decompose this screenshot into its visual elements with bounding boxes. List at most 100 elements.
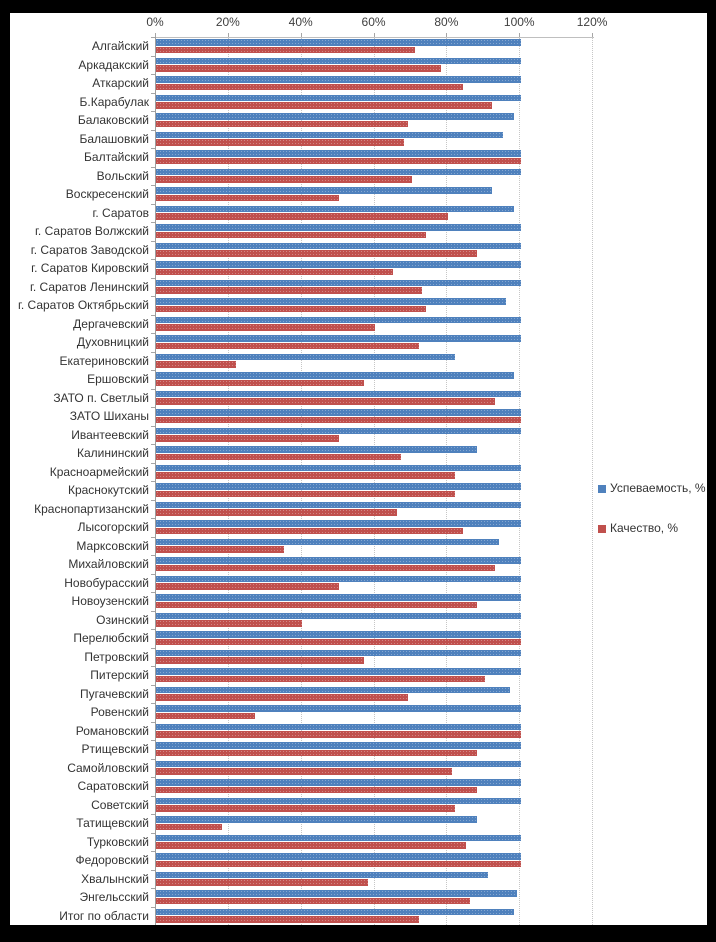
bar-success (156, 575, 521, 583)
bar-quality (156, 46, 416, 54)
category-row: Балтайский (84, 148, 625, 167)
bar-success (156, 853, 521, 860)
bar-success (156, 649, 521, 657)
axis-tick (300, 33, 302, 37)
bar-success (156, 834, 521, 842)
category-row: Самойловский (67, 759, 625, 778)
category-row: Лысогорский (78, 518, 625, 537)
bar-quality (156, 194, 339, 202)
bar-quality (156, 250, 478, 257)
category-row: Романовский (76, 722, 625, 741)
category-axis-tick (151, 481, 155, 482)
bar-quality (156, 731, 521, 738)
axis-tick (227, 33, 229, 37)
category-row: Ровенский (91, 703, 625, 722)
category-axis-tick (151, 888, 155, 889)
category-row: г. Саратов Заводской (31, 241, 625, 260)
category-label: Михайловский (68, 557, 149, 571)
bar-quality (156, 564, 496, 572)
category-axis-tick (151, 758, 155, 760)
legend-item-quality: Качество, % (598, 521, 678, 535)
bar-success (156, 612, 521, 620)
category-label: Романовский (75, 723, 149, 738)
bar-quality (156, 823, 222, 831)
category-row: Балашовкий (79, 130, 625, 149)
category-row: Вольский (97, 167, 625, 186)
bar-success (156, 686, 511, 694)
bar-success (156, 557, 521, 564)
bar-quality (156, 398, 496, 405)
bar-quality (156, 601, 478, 609)
category-row: ЗАТО Шиханы (70, 407, 625, 426)
category-axis-tick (151, 795, 155, 797)
category-row: г. Саратов Ленинский (30, 278, 625, 297)
category-row: Красноармейский (50, 463, 625, 482)
bar-quality (156, 583, 339, 590)
category-row: Итог по области (59, 907, 625, 926)
bar-success (156, 705, 521, 712)
bar-success (156, 760, 521, 768)
bar-success (156, 409, 521, 416)
legend-swatch-quality (598, 524, 606, 533)
category-label: Краснокутский (67, 483, 149, 497)
category-axis-tick (151, 740, 155, 741)
category-axis-tick (151, 166, 155, 168)
x-tick-label: 20% (215, 15, 240, 29)
category-label: Марксовский (76, 538, 149, 553)
axis-tick (446, 33, 448, 37)
category-axis-tick (151, 832, 155, 834)
bar-quality (156, 860, 521, 868)
category-axis-tick (151, 277, 155, 279)
bar-quality (156, 657, 365, 664)
category-row: Ершовский (87, 370, 625, 389)
category-row: г. Саратов Кировский (31, 259, 625, 278)
category-axis-tick (151, 74, 155, 75)
y-axis-line (155, 37, 156, 925)
category-axis-tick (151, 314, 155, 316)
category-label: Красноармейский (49, 464, 149, 479)
bar-success (156, 298, 507, 305)
category-axis-tick (151, 351, 155, 353)
category-row: Екатериновский (59, 352, 625, 371)
category-row: Аркадакский (78, 56, 625, 75)
bar-success (156, 335, 521, 342)
category-row: Краснопартизанский (34, 500, 625, 519)
bar-quality (156, 916, 419, 923)
gridline (446, 37, 448, 925)
bar-success (156, 668, 521, 675)
axis-tick (519, 33, 521, 37)
bar-success (156, 39, 521, 46)
category-label: Алгайский (91, 39, 149, 53)
x-axis: 0% 20% 40% 60% 80% 100% 120% (10, 13, 707, 37)
bar-success (156, 538, 500, 546)
category-axis-tick (151, 296, 155, 297)
bar-quality (156, 435, 339, 442)
category-axis-tick (151, 721, 155, 723)
bar-quality (156, 786, 478, 794)
category-row: Хвалынский (81, 870, 625, 889)
bar-success (156, 890, 518, 897)
category-row: Ртищевский (81, 740, 625, 759)
bar-success (156, 464, 521, 472)
category-label: Новобурасский (64, 575, 149, 590)
category-row: Дергачевский (73, 315, 625, 334)
bar-quality (156, 157, 521, 165)
category-label: Ртищевский (81, 742, 149, 756)
bar-quality (156, 231, 427, 239)
category-label: ЗАТО Шиханы (69, 409, 149, 423)
bar-success (156, 520, 521, 527)
category-row: Михайловский (68, 555, 625, 574)
bar-quality (156, 638, 521, 646)
x-tick-label: 100% (503, 15, 535, 29)
category-label: Питерский (90, 668, 149, 682)
bar-success (156, 353, 456, 361)
x-tick-label: 120% (576, 15, 608, 29)
category-row: Алгайский (92, 37, 625, 56)
category-label: Турковский (86, 834, 149, 849)
bar-quality (156, 712, 255, 720)
category-axis-tick (151, 684, 155, 686)
category-label: Краснопартизанский (34, 501, 149, 516)
bar-quality (156, 509, 397, 516)
bar-quality (156, 897, 470, 905)
bar-success (156, 501, 521, 509)
